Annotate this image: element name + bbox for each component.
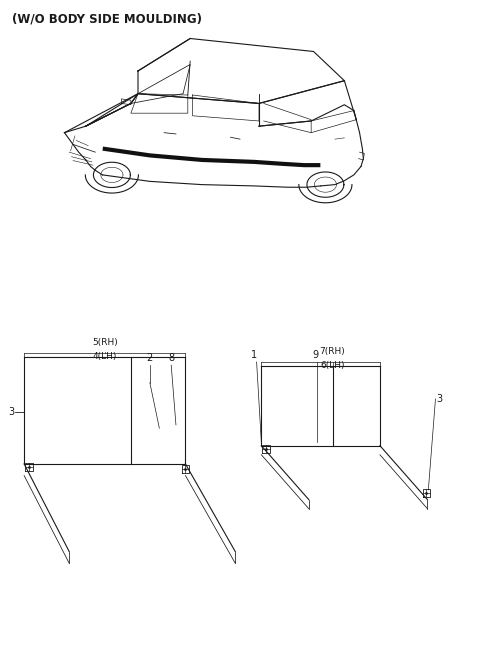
Text: 5(RH): 5(RH) <box>92 338 118 347</box>
Text: 7(RH): 7(RH) <box>320 347 346 356</box>
Text: 4(LH): 4(LH) <box>93 352 117 360</box>
Text: 2: 2 <box>147 353 153 364</box>
Text: 6(LH): 6(LH) <box>320 361 345 369</box>
Text: 1: 1 <box>251 350 257 360</box>
Text: (W/O BODY SIDE MOULDING): (W/O BODY SIDE MOULDING) <box>12 12 202 26</box>
Text: 8: 8 <box>168 353 174 364</box>
Text: 3: 3 <box>8 407 14 417</box>
Text: 3: 3 <box>436 394 443 404</box>
Text: 9: 9 <box>313 350 319 360</box>
